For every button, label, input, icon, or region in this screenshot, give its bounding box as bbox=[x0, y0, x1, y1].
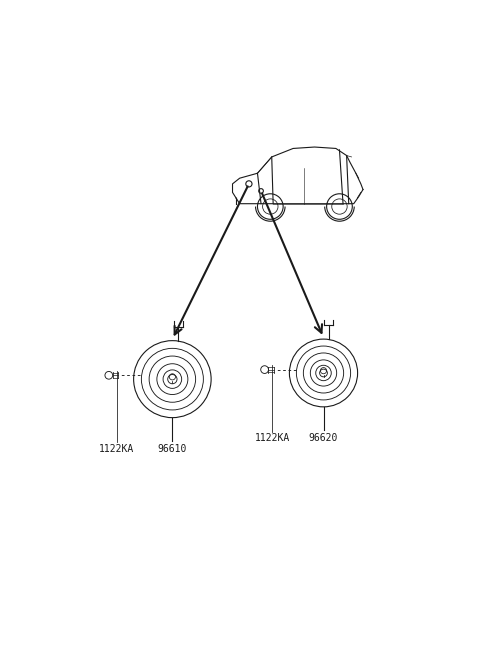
Text: 96620: 96620 bbox=[309, 433, 338, 443]
Text: 1122KA: 1122KA bbox=[99, 443, 134, 453]
Text: 1122KA: 1122KA bbox=[255, 433, 290, 443]
Text: 96610: 96610 bbox=[158, 443, 187, 453]
